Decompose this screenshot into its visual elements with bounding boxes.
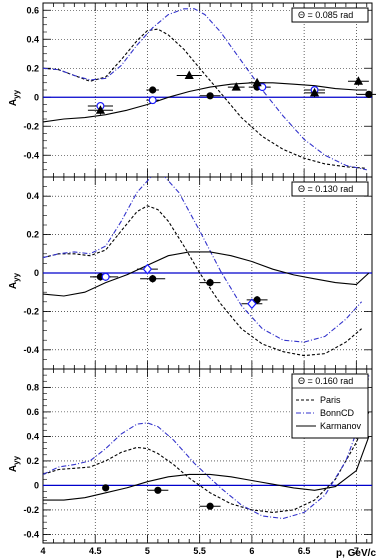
data-point-triangle bbox=[227, 82, 245, 91]
marker-open-diamond bbox=[142, 263, 153, 275]
curve-solid bbox=[43, 251, 370, 297]
marker-open-circle bbox=[148, 96, 157, 105]
x-tick-label: 6 bbox=[249, 546, 254, 556]
y-tick-label: 0.6 bbox=[26, 5, 39, 15]
x-tick-label: 6.5 bbox=[298, 546, 311, 556]
y-tick-label: 0.8 bbox=[26, 382, 39, 392]
y-tick-label: 0.2 bbox=[26, 230, 39, 240]
x-tick-label: 7 bbox=[354, 546, 359, 556]
theta-label: Θ = 0.085 rad bbox=[298, 10, 353, 20]
y-tick-label: 0.2 bbox=[26, 63, 39, 73]
marker-filled-triangle bbox=[184, 70, 194, 79]
data-point-open-circle bbox=[146, 96, 159, 105]
marker-filled-circle bbox=[253, 296, 261, 304]
data-point-triangle bbox=[347, 76, 369, 86]
y-tick-label: -0.2 bbox=[23, 121, 39, 131]
data-point-circle bbox=[199, 278, 221, 287]
y-tick-label: 0.4 bbox=[26, 191, 39, 201]
curve-dashdot bbox=[43, 177, 363, 343]
legend-label: BonnCD bbox=[320, 408, 355, 418]
theta-label: Θ = 0.160 rad bbox=[298, 376, 353, 386]
data-point-circle bbox=[102, 484, 110, 492]
x-tick-label: 4 bbox=[40, 546, 45, 556]
data-point-triangle bbox=[176, 70, 202, 79]
curve-dashdot bbox=[43, 375, 370, 520]
data-point-circle bbox=[246, 296, 268, 304]
y-tick-label: 0 bbox=[34, 268, 39, 278]
marker-filled-triangle bbox=[252, 77, 262, 87]
data-point-triangle bbox=[304, 87, 325, 98]
x-axis-label: p, GeV/c bbox=[336, 548, 376, 558]
data-point-triangle bbox=[87, 105, 113, 115]
curve-solid bbox=[43, 436, 370, 501]
data-point-circle bbox=[147, 486, 169, 494]
y-tick-label: 0 bbox=[34, 480, 39, 490]
marker-filled-triangle bbox=[231, 82, 241, 91]
data-point-circle bbox=[140, 274, 166, 283]
marker-filled-circle bbox=[149, 86, 157, 94]
curve-dashed bbox=[43, 28, 367, 169]
data-point-open-diamond bbox=[137, 263, 158, 275]
panel-theta-0160: -0.4 -0.2 0 0.2 0.4 0.6 0.8 Θ = 0.160 rad Paris B… bbox=[8, 368, 376, 558]
data-point-open-circle bbox=[93, 272, 119, 281]
y-axis-label: Ayy bbox=[8, 272, 21, 289]
y-tick-label: -0.4 bbox=[23, 150, 39, 160]
marker-open-diamond bbox=[247, 298, 257, 310]
marker-filled-circle bbox=[149, 275, 157, 283]
theta-box bbox=[291, 181, 369, 197]
y-axis-label: Ayy bbox=[8, 89, 21, 106]
data-point-triangle bbox=[248, 77, 266, 87]
theta-label: Θ = 0.130 rad bbox=[298, 184, 353, 194]
marker-open-circle bbox=[101, 272, 110, 281]
panel-theta-0085: -0.4 -0.2 0 0.2 0.4 0.6 Θ = 0.085 rad Ayy bbox=[8, 2, 376, 178]
marker-filled-triangle bbox=[309, 87, 320, 97]
y-tick-label: 0.2 bbox=[26, 456, 39, 466]
y-tick-label: -0.2 bbox=[23, 505, 39, 515]
y-tick-label: -0.4 bbox=[23, 345, 39, 355]
x-tick-label: 5.5 bbox=[193, 546, 206, 556]
data-point-circle bbox=[199, 502, 221, 510]
legend-label: Paris bbox=[320, 395, 341, 405]
y-tick-label: -0.2 bbox=[23, 306, 39, 316]
y-tick-label: 0.6 bbox=[26, 407, 39, 417]
y-tick-label: 0.4 bbox=[26, 34, 39, 44]
curve-dashed bbox=[43, 411, 370, 513]
x-tick-label: 4.5 bbox=[89, 546, 102, 556]
x-tick-label: 5 bbox=[145, 546, 150, 556]
y-tick-label: 0.4 bbox=[26, 431, 39, 441]
data-point-circle bbox=[146, 86, 159, 94]
marker-filled-circle bbox=[102, 484, 110, 492]
marker-filled-circle bbox=[206, 502, 214, 510]
panel-theta-0130: -0.4 -0.2 0 0.2 0.4 Θ = 0.130 rad Ayy bbox=[8, 176, 373, 370]
curve-dashdot bbox=[43, 8, 367, 171]
marker-filled-circle bbox=[206, 92, 214, 100]
data-point-circle bbox=[356, 90, 376, 98]
legend-box bbox=[291, 373, 369, 439]
legend: Θ = 0.160 rad Paris BonnCD Karmanov bbox=[291, 373, 369, 439]
data-point-open-diamond bbox=[241, 298, 263, 310]
marker-filled-circle bbox=[365, 90, 373, 98]
curve-solid bbox=[43, 82, 367, 123]
y-axis-label: Ayy bbox=[8, 455, 21, 472]
data-point-circle bbox=[199, 92, 221, 100]
y-tick-label: 0 bbox=[34, 92, 39, 102]
marker-filled-triangle bbox=[353, 76, 364, 85]
marker-filled-circle bbox=[154, 486, 162, 494]
y-tick-label: -0.4 bbox=[23, 529, 39, 539]
theta-box bbox=[291, 7, 369, 23]
marker-filled-circle bbox=[206, 279, 214, 287]
marker-filled-triangle bbox=[95, 105, 106, 114]
legend-label: Karmanov bbox=[320, 421, 362, 431]
curve-dashed bbox=[43, 205, 362, 357]
